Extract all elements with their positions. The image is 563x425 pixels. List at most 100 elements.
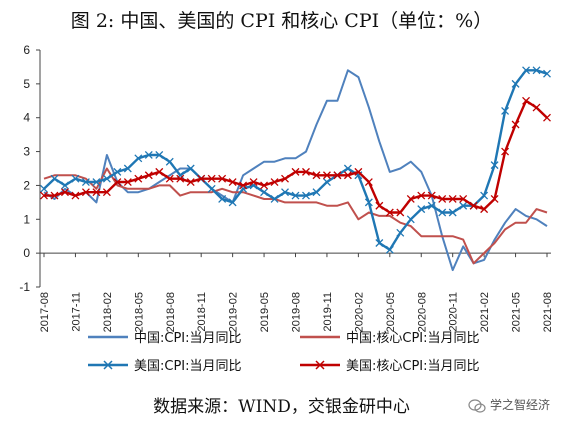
data-point [197, 174, 206, 183]
data-point [417, 205, 426, 214]
x-tick-label: 2018-05 [133, 292, 145, 332]
data-point [134, 174, 143, 183]
y-tick-label: 5 [23, 77, 30, 91]
data-point [102, 188, 111, 197]
chart-axes: -1 0 1 2 3 4 5 6 2017-08 2017-11 2018-02 2018-05 201… [19, 43, 554, 332]
legend-label: 中国:核心CPI:当月同比 [346, 331, 480, 346]
watermark: 学之智经济 [468, 396, 550, 413]
data-point [186, 178, 195, 187]
series-0 [43, 69, 548, 272]
x-tick-label: 2018-02 [102, 292, 114, 332]
data-point [501, 106, 510, 115]
series-1 [43, 167, 548, 265]
data-point [239, 181, 248, 190]
data-point [291, 191, 300, 200]
data-point [60, 181, 69, 190]
data-point [113, 167, 122, 176]
series-line [43, 167, 548, 265]
data-point [501, 147, 510, 156]
data-point [176, 174, 185, 183]
x-tick-label: 2020-11 [448, 292, 460, 332]
data-point [207, 174, 216, 183]
data-point [81, 178, 90, 187]
data-point [333, 171, 342, 180]
x-tick-label: 2019-02 [228, 292, 240, 332]
source-note: 数据来源：WIND，交银金研中心 [153, 397, 410, 417]
y-tick-label: 2 [23, 178, 30, 192]
x-tick-label: 2020-05 [385, 292, 397, 332]
wechat-icon [468, 398, 486, 413]
data-point [239, 184, 248, 193]
data-point [281, 188, 289, 197]
data-point [511, 120, 520, 129]
data-point [260, 188, 269, 197]
x-tick-label: 2019-05 [259, 292, 271, 332]
y-tick-label: 6 [23, 43, 30, 57]
data-point [322, 178, 331, 187]
data-point [102, 174, 111, 183]
data-point [427, 191, 436, 200]
data-point [81, 188, 90, 197]
data-point [406, 195, 415, 203]
data-point [302, 167, 310, 176]
data-point [385, 245, 394, 254]
legend-marker [315, 360, 325, 370]
legend-label: 美国:核心CPI:当月同比 [346, 359, 480, 374]
data-point [469, 201, 478, 210]
x-tick-label: 2019-08 [291, 292, 303, 332]
x-tick-label: 2017-11 [70, 292, 82, 332]
data-point [532, 103, 541, 112]
y-tick-label: 0 [23, 246, 30, 260]
data-point [60, 188, 69, 197]
data-point [291, 167, 300, 176]
data-point [134, 154, 143, 163]
data-point [322, 171, 331, 180]
data-point [396, 228, 405, 237]
x-tick-label: 2017-08 [39, 292, 51, 332]
data-point [228, 198, 237, 207]
data-point [249, 178, 258, 187]
data-point [92, 188, 101, 197]
data-point [438, 208, 447, 217]
x-tick-label: 2019-11 [322, 292, 334, 332]
watermark-text: 学之智经济 [490, 398, 551, 412]
y-tick-label: 3 [23, 145, 30, 159]
series-line [43, 69, 548, 252]
data-point [375, 201, 384, 210]
data-point [155, 167, 164, 176]
data-point [312, 171, 321, 180]
chart-series [40, 66, 551, 272]
legend-label: 美国:CPI:当月同比 [134, 359, 242, 374]
data-point [144, 150, 153, 159]
data-point [480, 205, 489, 214]
data-point [354, 167, 363, 176]
data-point [228, 178, 237, 187]
data-point [123, 164, 132, 173]
data-point [302, 191, 310, 200]
y-tick-label: -1 [19, 280, 30, 294]
data-point [207, 184, 216, 193]
data-point [270, 195, 279, 203]
data-point [92, 178, 101, 187]
data-point [186, 164, 195, 173]
data-point [343, 171, 352, 180]
series-2 [40, 66, 551, 254]
data-point [50, 174, 59, 183]
legend-marker [103, 360, 113, 370]
series-3 [40, 96, 551, 217]
data-point [459, 201, 468, 210]
data-point [532, 66, 541, 75]
data-point [438, 195, 447, 203]
legend-label: 中国:CPI:当月同比 [134, 331, 242, 346]
data-point [40, 191, 48, 200]
y-tick-label: 1 [23, 212, 30, 226]
data-point [364, 178, 373, 187]
data-point [511, 79, 520, 88]
data-point [427, 201, 436, 210]
data-point [260, 181, 269, 190]
data-point [522, 66, 531, 75]
data-point [343, 164, 352, 173]
legend-item-0: 中国:CPI:当月同比 [88, 331, 242, 346]
